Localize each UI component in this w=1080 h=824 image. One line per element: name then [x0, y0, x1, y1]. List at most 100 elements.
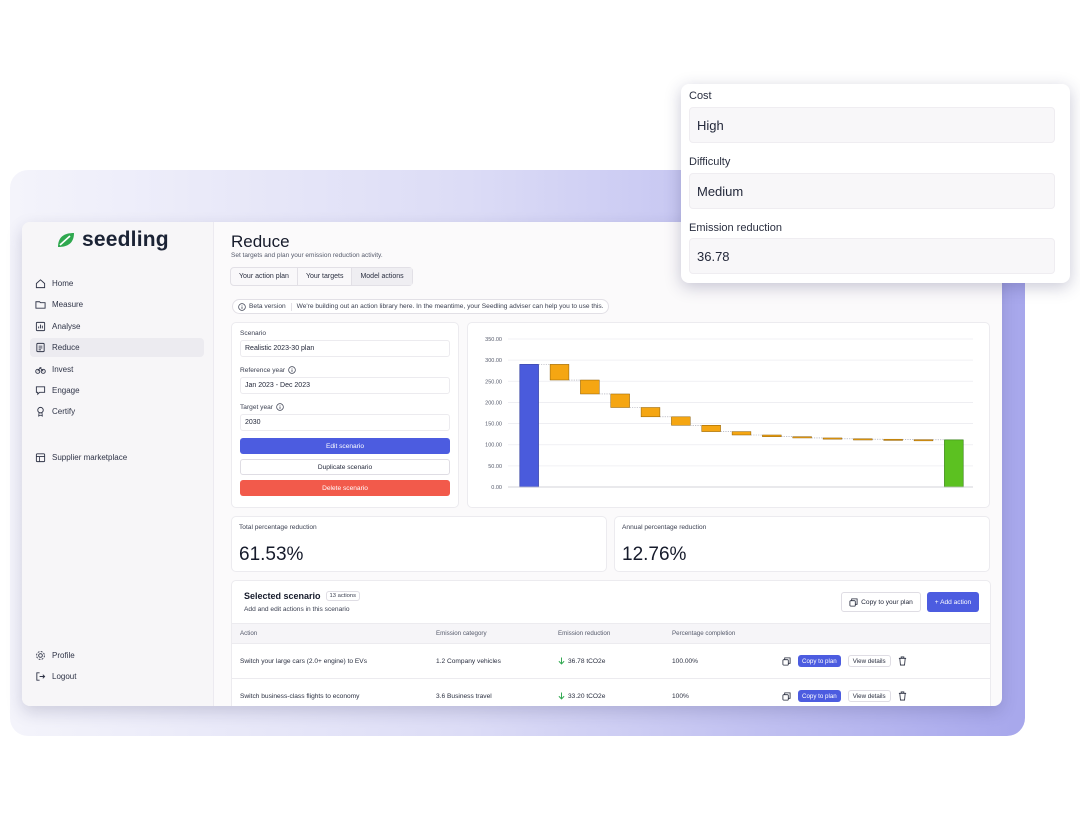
tab-bar: Your action plan Your targets Model acti… — [230, 267, 413, 286]
emission-reduction-label: Emission reduction — [689, 222, 782, 234]
row-action: Switch your large cars (2.0+ engine) to … — [240, 657, 367, 665]
sidebar-item-label: Measure — [52, 300, 84, 310]
sidebar-item-reduce[interactable]: Reduce — [30, 338, 204, 358]
copy-to-plan-button[interactable]: Copy to plan — [798, 690, 841, 702]
tab-your-targets[interactable]: Your targets — [298, 268, 353, 285]
y-tick-label: 350.00 — [485, 337, 502, 343]
row-completion: 100% — [672, 692, 689, 700]
info-icon — [288, 366, 296, 374]
page-subtitle: Set targets and plan your emission reduc… — [231, 252, 383, 259]
view-details-button[interactable]: View details — [847, 655, 891, 667]
sidebar-item-supplier-marketplace[interactable]: Supplier marketplace — [30, 448, 204, 467]
cost-label: Cost — [689, 90, 712, 102]
reduction-step-bar — [610, 393, 630, 408]
copy-to-your-plan-button[interactable]: Copy to your plan — [841, 592, 921, 612]
brand-name: seedling — [82, 228, 169, 251]
row-reduction: 36.78 tCO2e — [558, 644, 605, 678]
chat-icon — [35, 386, 46, 396]
sidebar-item-measure[interactable]: Measure — [30, 295, 204, 314]
table-row: Switch business-class flights to economy… — [232, 678, 990, 706]
sidebar-item-label: Certify — [52, 407, 76, 417]
edit-scenario-button[interactable]: Edit scenario — [240, 438, 450, 454]
reference-year-text: Reference year — [240, 366, 286, 374]
column-header-completion: Percentage completion — [672, 630, 736, 637]
column-header-reduction: Emission reduction — [558, 630, 611, 637]
reduction-step-bar — [792, 436, 812, 439]
leaf-logo-icon — [58, 233, 74, 247]
sidebar-item-invest[interactable]: Invest — [30, 360, 204, 379]
trash-icon[interactable] — [898, 691, 907, 701]
row-completion: 100.00% — [672, 657, 699, 665]
home-icon — [35, 279, 46, 289]
trash-icon[interactable] — [898, 656, 907, 666]
add-action-button[interactable]: + Add action — [927, 592, 979, 612]
beta-text: We're building out an action library her… — [296, 303, 604, 310]
y-tick-label: 300.00 — [485, 358, 502, 364]
sidebar-item-logout[interactable]: Logout — [30, 667, 204, 686]
selected-scenario-subtitle: Add and edit actions in this scenario — [244, 606, 350, 613]
folder-icon — [35, 301, 46, 310]
copy-to-plan-button[interactable]: Copy to plan — [798, 655, 841, 667]
emission-reduction-field[interactable]: 36.78 — [689, 238, 1055, 274]
selected-scenario-title: Selected scenario — [244, 591, 321, 601]
scenario-card: Scenario Realistic 2023-30 plan Referenc… — [231, 322, 459, 508]
y-tick-label: 0.00 — [491, 485, 502, 491]
reduction-step-bar — [883, 438, 903, 441]
row-reduction: 33.20 tCO2e — [558, 679, 605, 706]
sidebar-item-analyse[interactable]: Analyse — [30, 317, 204, 336]
badge-icon — [37, 407, 44, 418]
sidebar-item-profile[interactable]: Profile — [30, 646, 204, 665]
target-year-field[interactable]: 2030 — [240, 414, 450, 431]
reduction-step-bar — [731, 431, 752, 436]
arrow-down-icon — [558, 657, 565, 665]
sidebar-item-home[interactable]: Home — [30, 274, 204, 293]
reduction-step-bar — [580, 379, 600, 395]
beta-badge: Beta version — [238, 302, 292, 311]
reduction-step-bar — [640, 407, 661, 418]
reduction-step-bar — [549, 364, 570, 381]
tab-model-actions[interactable]: Model actions — [352, 268, 412, 285]
start-bar — [519, 364, 539, 488]
y-tick-label: 200.00 — [485, 400, 502, 406]
reduction-step-bar — [671, 416, 691, 426]
end-bar — [944, 439, 964, 488]
sidebar-item-label: Home — [52, 279, 74, 288]
copy-icon[interactable] — [782, 691, 791, 701]
sidebar-bottom: Profile Logout — [30, 646, 204, 689]
row-category: 1.2 Company vehicles — [436, 657, 501, 665]
sidebar-item-label: Invest — [52, 364, 74, 374]
logout-icon — [36, 672, 46, 682]
duplicate-scenario-button[interactable]: Duplicate scenario — [240, 459, 450, 475]
sidebar-item-label: Profile — [52, 651, 75, 660]
table-row: Switch your large cars (2.0+ engine) to … — [232, 643, 990, 678]
annual-reduction-value: 12.76% — [622, 544, 687, 565]
selected-scenario-header: Selected scenario 13 actions — [244, 591, 360, 601]
tab-your-action-plan[interactable]: Your action plan — [231, 268, 298, 285]
sidebar-item-certify[interactable]: Certify — [30, 402, 204, 421]
scenario-select[interactable]: Realistic 2023-30 plan — [240, 340, 450, 357]
sidebar-item-label: Reduce — [52, 343, 80, 353]
reference-year-field[interactable]: Jan 2023 - Dec 2023 — [240, 377, 450, 394]
difficulty-field[interactable]: Medium — [689, 173, 1055, 209]
sidebar-item-label: Engage — [52, 385, 80, 395]
chart-icon — [35, 321, 46, 331]
column-header-action: Action — [240, 630, 258, 637]
sidebar-item-engage[interactable]: Engage — [30, 381, 204, 400]
delete-scenario-button[interactable]: Delete scenario — [240, 480, 450, 496]
store-icon — [35, 453, 46, 463]
y-tick-label: 50.00 — [488, 464, 502, 470]
row-category: 3.6 Business travel — [436, 692, 492, 700]
page-title: Reduce — [231, 232, 290, 251]
column-header-category: Emission category — [436, 630, 487, 637]
reduction-step-bar — [762, 434, 782, 437]
reduction-step-bar — [913, 439, 934, 442]
bike-icon — [35, 366, 46, 374]
y-tick-label: 100.00 — [485, 443, 502, 449]
total-reduction-value: 61.53% — [239, 544, 304, 565]
cost-field[interactable]: High — [689, 107, 1055, 143]
target-year-label: Target year — [240, 403, 450, 411]
chart-card: 350.00 300.00 250.00 200.00 150.00 100.00 50.0… — [467, 322, 990, 508]
copy-icon[interactable] — [782, 656, 791, 666]
view-details-button[interactable]: View details — [847, 690, 891, 702]
